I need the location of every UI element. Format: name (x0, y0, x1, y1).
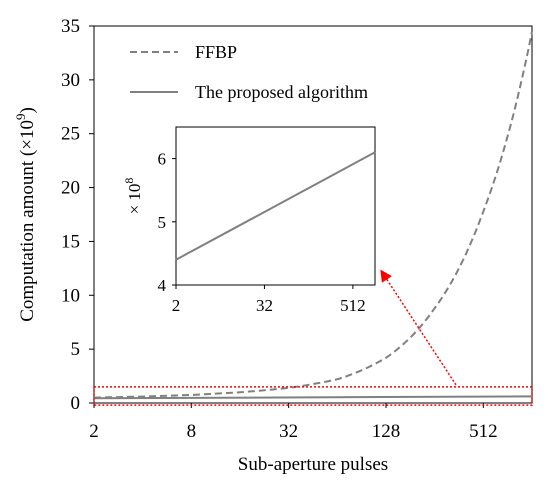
y-tick-label: 30 (61, 70, 80, 91)
x-tick-label: 8 (187, 421, 197, 442)
y-tick-label: 10 (61, 285, 80, 306)
inset-x-tick-label: 32 (256, 296, 273, 315)
legend: FFBP The proposed algorithm (130, 42, 368, 102)
y-tick-label: 25 (61, 124, 80, 145)
legend-label: The proposed algorithm (195, 82, 368, 102)
y-tick-label: 5 (71, 339, 81, 360)
y-tick-label: 35 (61, 16, 80, 37)
zoom-highlight (93, 269, 533, 406)
inset-x-tick-label: 512 (340, 296, 366, 315)
x-tick-label: 2 (89, 421, 99, 442)
y-tick-label: 15 (61, 231, 80, 252)
y-tick-label: 0 (71, 393, 81, 414)
inset-y-tick-label: 4 (158, 276, 167, 295)
highlight-arrow (380, 269, 457, 386)
inset-y-axis-label: × 108 (122, 178, 144, 215)
main-series-lines (93, 31, 533, 400)
axis-titles: Sub-aperture pulses Computation amount (×… (13, 107, 388, 475)
x-tick-label: 32 (279, 421, 298, 442)
legend-label: FFBP (195, 42, 237, 62)
inset-y-tick-label: 6 (158, 150, 167, 169)
inset-y-tick-label: 5 (158, 213, 167, 232)
inset-series-line (175, 151, 376, 261)
x-axis-title: Sub-aperture pulses (238, 454, 388, 475)
y-tick-label: 20 (61, 178, 80, 199)
y-axis-title: Computation amount (×109) (13, 107, 38, 322)
main-plot (93, 25, 533, 404)
inset-x-tick-label: 2 (172, 296, 181, 315)
plot-frame (93, 25, 533, 404)
x-tick-label: 512 (469, 421, 498, 442)
x-tick-label: 128 (372, 421, 401, 442)
proposed-series-line (93, 395, 533, 400)
inset-plot: 4 5 6 2 32 512 × 108 (122, 126, 376, 315)
